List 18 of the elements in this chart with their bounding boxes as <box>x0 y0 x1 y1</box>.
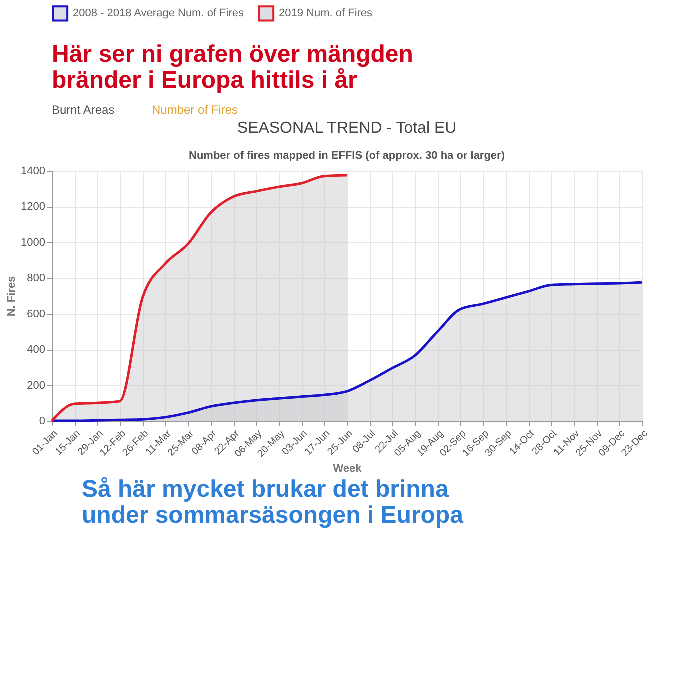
chart-subtitle: Number of fires mapped in EFFIS (of approx. 30 ha or larger) <box>189 150 506 162</box>
text: Här ser ni grafen över mängden bränder i Europa hittils i år <box>52 41 414 94</box>
x-axis-title: Week <box>333 463 363 476</box>
y-tick-label: 1000 <box>21 236 46 249</box>
legend-label: 2019 Num. of Fires <box>279 8 374 20</box>
y-tick-label: 0 <box>39 416 46 428</box>
y-tick-label: 600 <box>27 308 46 320</box>
y-tick-label: 1200 <box>21 201 46 214</box>
y-axis-title: N. Fires <box>6 276 18 317</box>
legend-label: 2008 - 2018 Average Num. of Fires <box>73 8 245 20</box>
chart-title: SEASONAL TREND - Total EU <box>237 120 457 137</box>
text: Burnt Areas <box>52 103 115 117</box>
y-tick-label: 1400 <box>21 166 46 178</box>
text: Number of Fires <box>152 103 238 117</box>
y-tick-label: 400 <box>27 344 46 356</box>
text: Så här mycket brukar det brinna under sommarsäsongen i Europa <box>82 476 464 529</box>
y-tick-label: 200 <box>27 380 46 392</box>
y-tick-label: 800 <box>27 272 46 285</box>
